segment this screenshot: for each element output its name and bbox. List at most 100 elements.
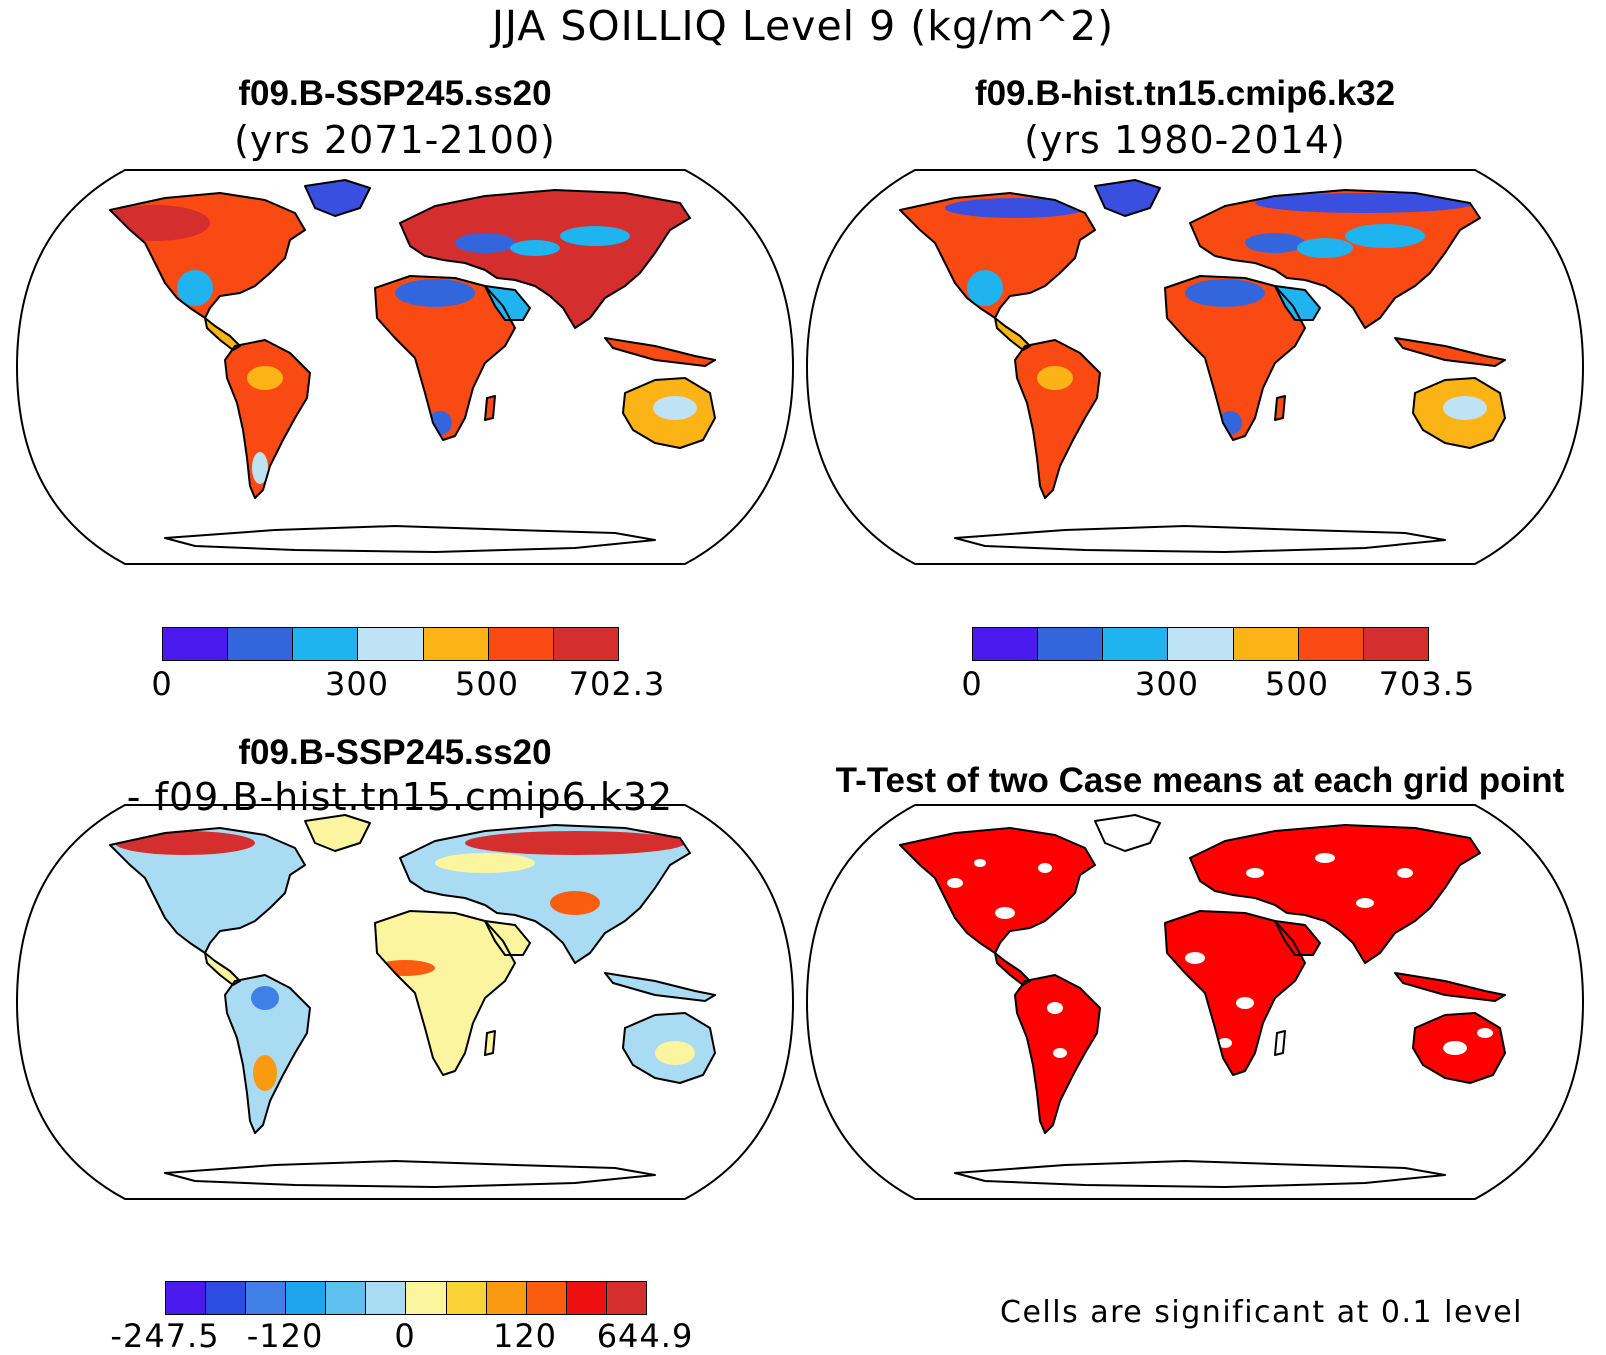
field-patch [1443,396,1487,420]
coastline [954,525,1446,553]
field-patch [655,1041,695,1065]
field-patch [1297,238,1353,258]
field-patch [1047,1002,1063,1014]
colorbar-label: 300 [1134,665,1200,703]
field-patch [945,198,1085,218]
land-antarctica [955,526,1445,552]
land-eurasia [400,190,690,328]
coastline [374,910,516,1076]
coastline [224,339,311,499]
coastline [399,189,691,329]
land-africa [1165,276,1305,440]
coastline [164,525,656,553]
colorbar-swatch [526,1282,567,1314]
field-patch [967,270,1003,306]
field-patch [947,878,963,888]
land-southAmerica [225,975,310,1133]
coastline [109,192,306,319]
coastline [899,827,1096,954]
land-northAmerica [110,828,305,953]
colorbar-swatch [1038,628,1104,660]
colorbar-swatch [286,1282,327,1314]
colorbar-swatch [406,1282,447,1314]
map-frame [15,804,795,1200]
map-top-right [805,169,1585,565]
land-greenland [1095,815,1160,851]
colorbar-label: 0 [394,1317,416,1355]
land-northAmerica [900,828,1095,953]
field-patch [1255,193,1475,213]
coastline [1274,285,1321,321]
coastline [622,377,716,449]
coastline [204,317,241,351]
field-patch [1246,868,1264,878]
field-patch [974,859,986,867]
field-patch [395,279,475,307]
coastline [109,827,306,954]
colorbar-swatch [228,628,294,660]
coastline [604,337,716,367]
coastline [224,974,311,1134]
colorbar-swatch [606,1282,646,1314]
coastline [484,1030,496,1056]
colorbar-swatch [326,1282,367,1314]
panel-subtitle-top-left: (yrs 2071-2100) [234,118,556,162]
field-patch [995,907,1015,919]
field-patch [1345,224,1425,248]
field-patch [1397,868,1413,878]
colorbar-label: 702.3 [568,665,666,703]
coastline [1394,972,1506,1002]
coastline [1412,1012,1506,1084]
field-patch [247,366,283,390]
colorbar-swatch [446,1282,487,1314]
field-patch [550,891,600,915]
coastline [304,179,371,217]
field-patch [253,1055,277,1091]
land-antarctica [165,526,655,552]
colorbar-swatch [166,1282,207,1314]
field-patch [115,831,255,855]
colorbar-label: 644.9 [596,1317,694,1355]
land-indonesia [1395,338,1505,366]
coastline [374,275,516,441]
coastline [164,1160,656,1188]
coastline [1014,974,1101,1134]
field-patch [1053,1048,1067,1058]
panel-title-bottom-left: f09.B-SSP245.ss20 [238,733,552,772]
land-greenland [1095,180,1160,216]
colorbar-swatch [488,628,554,660]
field-patch [1236,997,1254,1009]
land-africa [375,911,515,1075]
field-patch [653,396,697,420]
field-patch [1356,898,1374,908]
coastline [304,814,371,852]
field-patch [435,853,535,873]
field-patch [1245,233,1305,253]
coastline [954,1160,1446,1188]
field-patch [1218,1038,1232,1048]
coastline [622,1012,716,1084]
figure-title: JJA SOILLIQ Level 9 (kg/m^2) [491,2,1115,50]
panel-title-top-right: f09.B-hist.tn15.cmip6.k32 [974,74,1396,113]
colorbar-top-left [162,627,619,661]
colorbar-swatch [163,628,229,660]
coastline [484,285,531,321]
colorbar-label: 120 [492,1317,558,1355]
coastline [1189,824,1481,964]
coastline [1274,1030,1286,1056]
field-patch [455,233,515,253]
colorbar-top-right [972,627,1429,661]
coastline [994,952,1031,986]
colorbar-swatch [246,1282,287,1314]
land-greenland [305,815,370,851]
land-antarctica [165,1161,655,1187]
land-africa [1165,911,1305,1075]
coastline [1189,189,1481,329]
colorbar-label: 300 [324,665,390,703]
map-frame [15,169,795,565]
colorbar-label: 500 [1264,665,1330,703]
colorbar-swatch [358,628,424,660]
field-patch [1185,279,1265,307]
land-northAmerica [900,193,1095,318]
coastline [1394,337,1506,367]
